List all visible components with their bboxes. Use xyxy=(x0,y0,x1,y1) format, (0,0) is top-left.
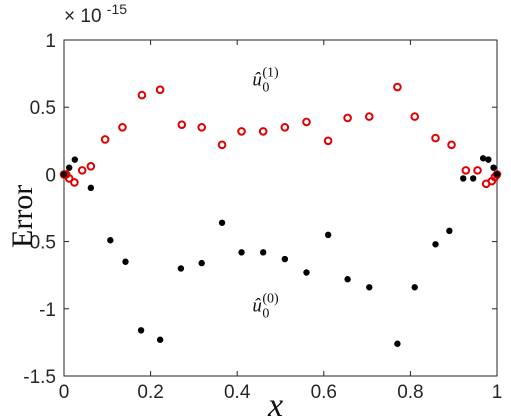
black-dot-point xyxy=(344,276,351,283)
red-circle-point xyxy=(343,113,352,123)
red-circle-point xyxy=(155,85,165,95)
black-dot-point xyxy=(218,219,226,226)
red-circle-point xyxy=(197,123,206,132)
annotation-symbol: û xyxy=(252,295,261,316)
red-circle-point xyxy=(461,166,471,175)
black-dot-point xyxy=(198,259,205,267)
black-dot-point xyxy=(71,156,79,163)
series-annotation-u0: û 0(0) xyxy=(252,291,279,321)
red-circle-point xyxy=(473,166,482,175)
x-tick-label: 0.8 xyxy=(397,382,423,403)
black-dot-point xyxy=(303,269,310,276)
y-tick-label: -0.5 xyxy=(23,233,56,254)
annotation-subscript: 0 xyxy=(262,81,269,96)
red-circle-point xyxy=(86,162,96,171)
y-exponent-base: × 10 xyxy=(64,6,102,27)
x-tick-label: 0.2 xyxy=(137,382,163,403)
black-dot-point xyxy=(490,164,497,171)
y-exponent-power: -15 xyxy=(107,1,127,17)
red-circle-point xyxy=(364,112,374,121)
red-circle-point xyxy=(431,133,440,143)
black-dot-point xyxy=(324,231,332,239)
black-dot-point xyxy=(87,184,95,192)
data-points xyxy=(59,82,502,347)
red-circle-point xyxy=(77,166,87,175)
plot-frame xyxy=(63,39,498,377)
y-tick-label: 0.5 xyxy=(30,98,56,119)
labels: × 10 -15 x Error û 0(1)û 0(0) xyxy=(6,1,283,420)
red-circle-point xyxy=(323,136,333,146)
x-tick-label: 0.4 xyxy=(224,382,251,403)
black-dot-point xyxy=(177,265,185,272)
y-axis-label: Error xyxy=(6,185,39,248)
black-dot-point xyxy=(366,284,373,291)
black-dot-point xyxy=(446,227,453,235)
red-circle-point xyxy=(302,117,311,127)
black-dot-point xyxy=(411,284,418,291)
black-dot-point xyxy=(122,258,129,265)
black-dot-point xyxy=(65,164,73,171)
black-dot-point xyxy=(485,156,492,163)
black-dot-point xyxy=(460,175,467,182)
red-circle-point xyxy=(70,178,79,187)
black-dot-point xyxy=(394,340,401,347)
red-circle-point xyxy=(137,90,147,100)
red-circle-point xyxy=(118,123,127,132)
red-circle-point xyxy=(100,135,110,144)
annotation-superscript: (0) xyxy=(262,291,279,306)
x-tick-label: 0.6 xyxy=(311,382,337,403)
black-dot-point xyxy=(107,237,114,244)
black-dot-point xyxy=(281,255,289,263)
black-dot-point xyxy=(493,171,501,178)
black-dot-point xyxy=(432,241,439,248)
annotation-superscript: (1) xyxy=(262,66,279,81)
red-circle-point xyxy=(410,112,420,121)
red-circle-point xyxy=(258,127,268,136)
y-tick-label: -1.5 xyxy=(23,367,56,388)
x-tick-label: 1 xyxy=(492,382,503,403)
red-circle-point xyxy=(492,170,502,179)
black-dot-point xyxy=(238,249,245,256)
red-circle-point xyxy=(280,123,290,132)
annotation-subscript: 0 xyxy=(262,306,269,321)
black-dot-point xyxy=(259,249,267,256)
red-circle-point xyxy=(217,140,227,150)
axes: 0 0.2 0.4 0.6 0.8 1 1 0.5 0 -0.5 -1 -1.5 xyxy=(23,31,502,403)
black-dot-point xyxy=(137,327,145,334)
y-tick-label: -1 xyxy=(39,300,56,321)
y-tick-label: 1 xyxy=(45,31,56,52)
black-dot-point xyxy=(60,171,68,178)
y-tick-label: 0 xyxy=(45,165,56,186)
y-exponent-label: × 10 -15 xyxy=(64,1,127,27)
red-circle-point xyxy=(447,140,456,150)
red-circle-point xyxy=(393,82,402,92)
x-axis-label: x xyxy=(267,387,283,420)
black-dot-point xyxy=(156,336,164,343)
red-circle-point xyxy=(177,120,187,129)
red-circle-point xyxy=(64,174,74,183)
red-circle-point xyxy=(237,127,246,136)
black-dot-point xyxy=(469,175,477,182)
annotation-symbol: û xyxy=(252,70,261,91)
black-dot-point xyxy=(479,155,487,162)
x-tick-label: 0 xyxy=(59,382,70,403)
series-annotation-u1: û 0(1) xyxy=(252,66,279,96)
